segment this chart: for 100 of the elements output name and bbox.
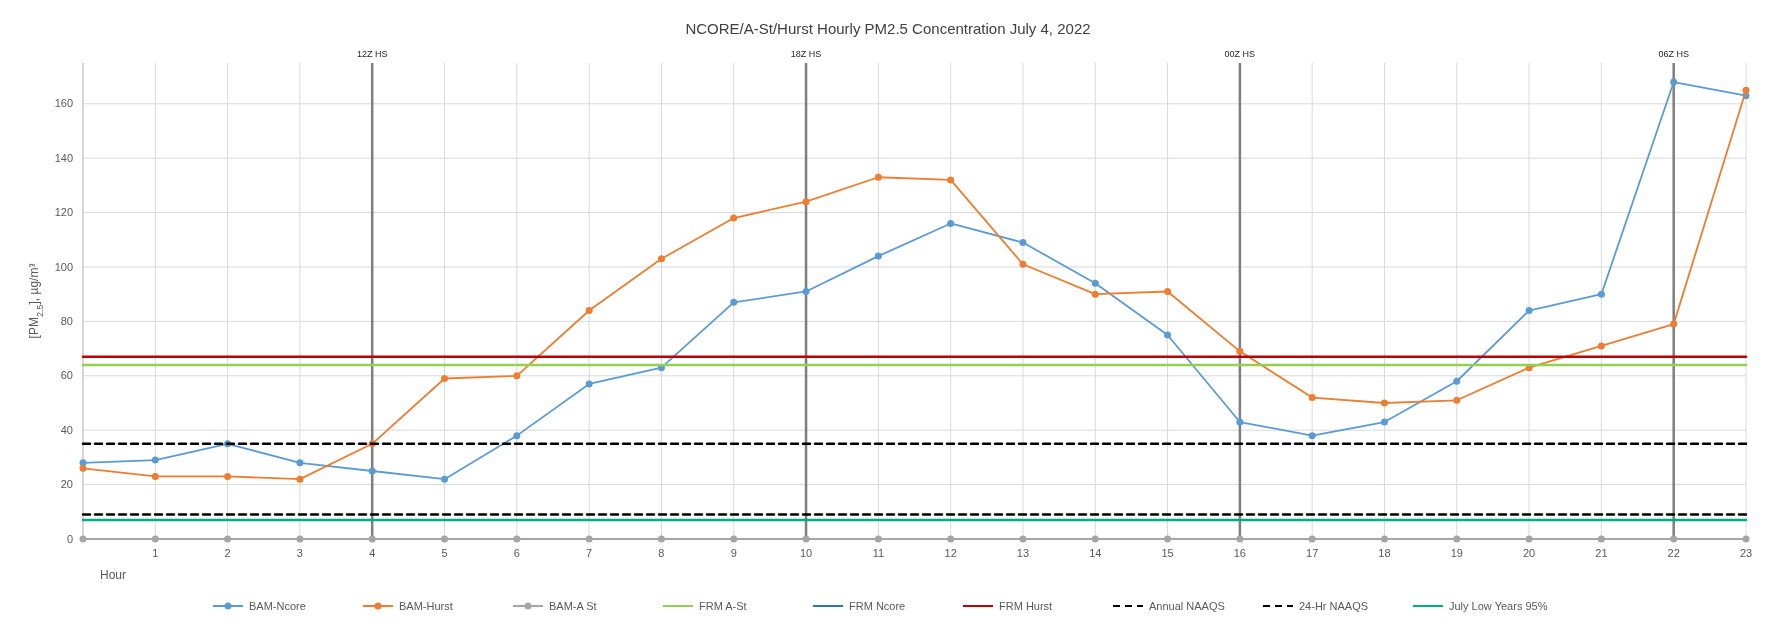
point [874,173,882,181]
x-tick-label: 13 [1016,547,1030,559]
y-tick-label: 160 [54,97,73,110]
point [513,372,521,380]
point [1091,290,1099,298]
point [657,535,665,543]
x-tick-label: 19 [1450,547,1463,559]
point [1091,279,1099,287]
point [1019,239,1027,247]
point [368,535,376,543]
point [730,535,738,543]
point [1597,535,1605,543]
point [1308,432,1316,440]
point [79,464,87,472]
legend-label: FRM Ncore [849,599,906,612]
x-tick-label: 3 [296,547,303,559]
point [1670,320,1678,328]
point [1019,260,1027,268]
point [1597,342,1605,350]
point [1236,535,1244,543]
x-tick-label: 5 [441,547,448,559]
y-tick-label: 0 [66,532,73,545]
point [1670,535,1678,543]
point [1164,535,1172,543]
ref-line-label: 18Z HS [790,49,822,59]
point [296,535,304,543]
point [874,252,882,260]
point [296,475,304,483]
x-tick-label: 21 [1595,547,1608,559]
point [1597,290,1605,298]
legend-label: Annual NAAQS [1149,599,1225,612]
point [802,535,810,543]
legend-label: 24-Hr NAAQS [1299,599,1369,612]
point [1236,347,1244,355]
point [1525,535,1533,543]
point [151,535,159,543]
legend-label: BAM-Ncore [249,599,306,612]
point [585,380,593,388]
x-tick-label: 11 [872,547,885,559]
point [224,472,232,480]
x-tick-label: 22 [1667,547,1680,559]
x-tick-label: 18 [1378,547,1391,559]
x-tick-label: 12 [944,547,957,559]
point [441,375,449,383]
y-tick-label: 140 [54,151,73,164]
point [296,459,304,467]
point [802,198,810,206]
point [657,255,665,263]
point [151,456,159,464]
point [1308,535,1316,543]
x-tick-label: 14 [1089,547,1102,559]
point [1380,399,1388,407]
point [224,535,232,543]
x-tick-label: 8 [658,547,665,559]
point [1380,418,1388,426]
x-tick-label: 10 [799,547,813,559]
x-tick-label: 9 [730,547,737,559]
point [1453,396,1461,404]
x-tick-label: 7 [586,547,593,559]
legend-label: FRM A-St [699,599,747,612]
point [1742,535,1750,543]
x-tick-label: 2 [224,547,231,559]
point [1525,307,1533,315]
point [368,467,376,475]
y-tick-label: 60 [60,369,73,382]
point [1380,535,1388,543]
point [513,432,521,440]
point [1453,535,1461,543]
legend-label: BAM-Hurst [399,599,453,612]
point [1164,331,1172,339]
point [1308,394,1316,402]
legend-label: BAM-A St [549,599,597,612]
point [730,298,738,306]
point [947,176,955,184]
chart-title: NCORE/A-St/Hurst Hourly PM2.5 Concentration July 4, 2022 [685,20,1091,37]
point [1164,287,1172,295]
point [151,472,159,480]
point [513,535,521,543]
x-axis-title: Hour [99,568,127,582]
y-tick-label: 120 [54,206,73,219]
point [730,214,738,222]
x-tick-label: 4 [369,547,376,559]
x-tick-label: 6 [513,547,520,559]
ref-line-label: 12Z HS [356,49,388,59]
point [874,535,882,543]
y-tick-label: 80 [60,314,73,327]
y-tick-label: 20 [60,478,73,491]
point [79,535,87,543]
point [1453,377,1461,385]
x-tick-label: 16 [1233,547,1246,559]
ref-line-label: 06Z HS [1658,49,1689,59]
point [1742,86,1750,94]
y-tick-label: 40 [60,423,73,436]
ref-line-label: 00Z HS [1224,49,1256,59]
x-tick-label: 17 [1306,547,1319,559]
legend-label: July Low Years 95% [1449,599,1548,612]
point [947,219,955,227]
point [1091,535,1099,543]
x-tick-label: 23 [1739,547,1753,559]
point [441,475,449,483]
